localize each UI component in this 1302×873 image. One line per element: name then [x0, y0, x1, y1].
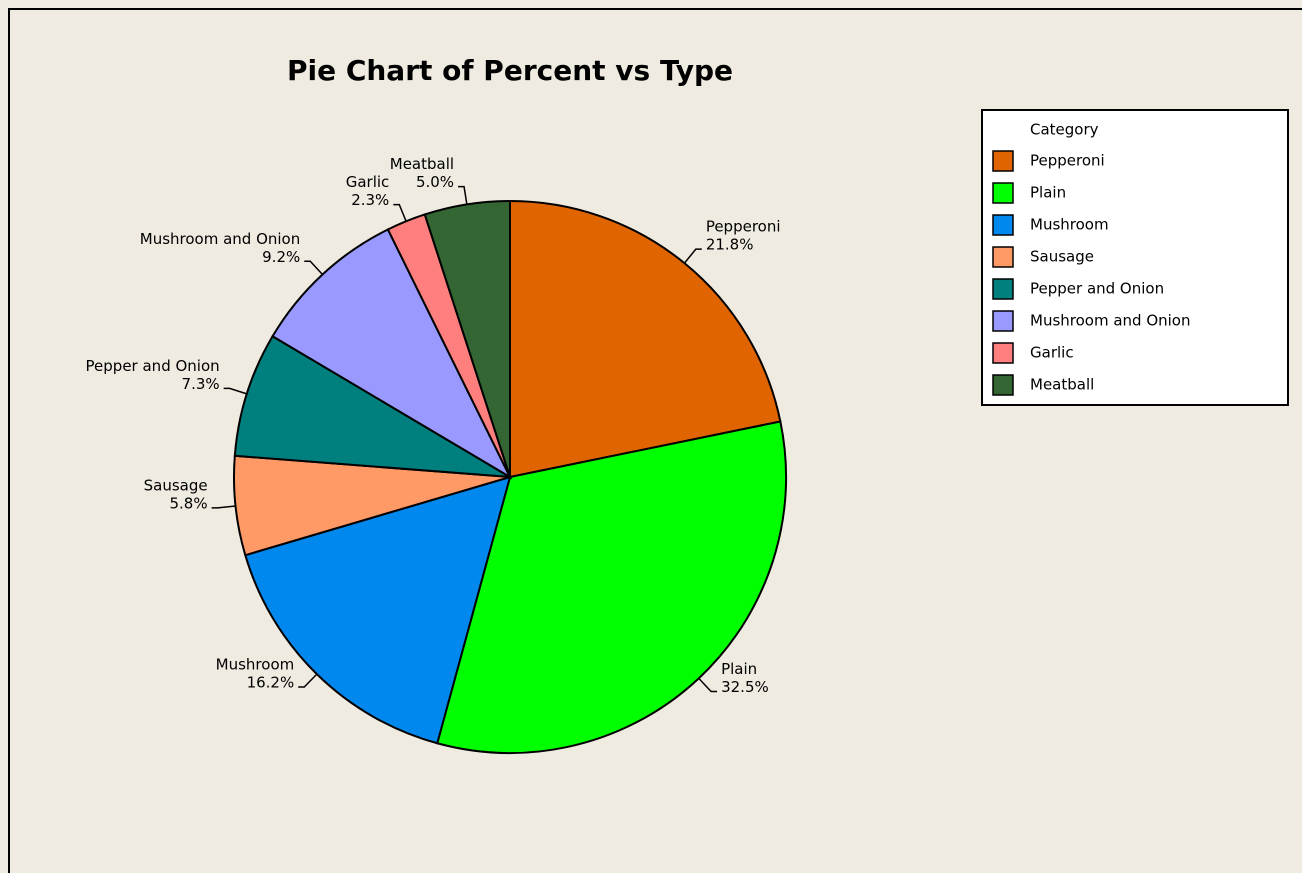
- slice-label: Mushroom: [216, 655, 295, 673]
- pie-slice: [244, 475, 512, 745]
- leader-line: [211, 505, 236, 509]
- slice-label: Plain: [721, 660, 757, 678]
- slice-label: Sausage: [144, 476, 208, 494]
- leader-line: [304, 260, 324, 275]
- slice-label: Meatball: [390, 155, 454, 173]
- legend-swatch: [992, 182, 1014, 204]
- pie-slice: [509, 199, 782, 479]
- slice-value-label: 16.2%: [247, 673, 295, 691]
- slice-value-label: 21.8%: [706, 236, 754, 254]
- legend-label: Pepperoni: [1030, 152, 1105, 170]
- legend-label: Mushroom: [1030, 216, 1109, 234]
- chart-title: Pie Chart of Percent vs Type: [287, 54, 733, 87]
- legend-swatch: [992, 246, 1014, 268]
- legend-label: Plain: [1030, 184, 1066, 202]
- slice-label: Mushroom and Onion: [140, 230, 301, 248]
- pie-slice: [436, 420, 787, 754]
- legend-label: Garlic: [1030, 344, 1074, 362]
- legend-label: Meatball: [1030, 376, 1094, 394]
- frame: [8, 8, 1302, 873]
- leader-line: [683, 248, 702, 264]
- leader-line: [698, 677, 718, 693]
- legend-swatch: [992, 214, 1014, 236]
- slice-value-label: 5.8%: [170, 494, 208, 512]
- legend-swatch: [992, 278, 1014, 300]
- legend-title: Category: [1030, 121, 1099, 139]
- slice-label: Pepper and Onion: [86, 357, 220, 375]
- slice-value-label: 2.3%: [351, 191, 389, 209]
- legend-label: Mushroom and Onion: [1030, 312, 1191, 330]
- legend-swatch: [992, 342, 1014, 364]
- leader-line: [223, 387, 248, 395]
- slice-label: Garlic: [346, 173, 390, 191]
- leader-line: [298, 673, 318, 688]
- slice-value-label: 9.2%: [262, 248, 300, 266]
- legend-label: Pepper and Onion: [1030, 280, 1164, 298]
- legend-swatch: [992, 374, 1014, 396]
- slice-value-label: 32.5%: [721, 678, 769, 696]
- slice-label: Pepperoni: [706, 218, 781, 236]
- pie-slice: [233, 334, 511, 478]
- legend-swatch: [992, 150, 1014, 172]
- leader-line: [458, 185, 468, 205]
- legend-swatch: [992, 310, 1014, 332]
- pie-slice: [423, 199, 511, 478]
- legend-label: Sausage: [1030, 248, 1094, 266]
- pie-slice: [271, 228, 513, 480]
- slice-value-label: 5.0%: [416, 173, 454, 191]
- slice-value-label: 7.3%: [182, 375, 220, 393]
- leader-line: [393, 203, 407, 222]
- legend-box: [981, 109, 1289, 406]
